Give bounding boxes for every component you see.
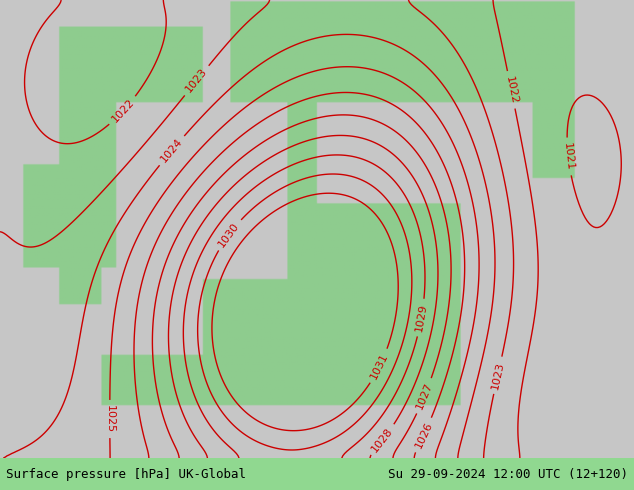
Text: 1022: 1022 (110, 97, 136, 124)
Text: 1023: 1023 (184, 67, 209, 95)
Text: 1026: 1026 (413, 420, 434, 450)
Text: 1030: 1030 (217, 220, 242, 249)
Text: 1025: 1025 (105, 405, 115, 433)
Text: 1027: 1027 (415, 381, 434, 411)
Text: Surface pressure [hPa] UK-Global: Surface pressure [hPa] UK-Global (6, 467, 247, 481)
Text: 1028: 1028 (370, 425, 395, 454)
Text: 1031: 1031 (369, 351, 390, 381)
Text: 1029: 1029 (414, 303, 429, 333)
Text: 1021: 1021 (562, 142, 575, 171)
Text: Su 29-09-2024 12:00 UTC (12+120): Su 29-09-2024 12:00 UTC (12+120) (387, 467, 628, 481)
Text: 1022: 1022 (503, 75, 519, 105)
Text: 1024: 1024 (159, 137, 184, 165)
Text: 1023: 1023 (490, 361, 506, 390)
